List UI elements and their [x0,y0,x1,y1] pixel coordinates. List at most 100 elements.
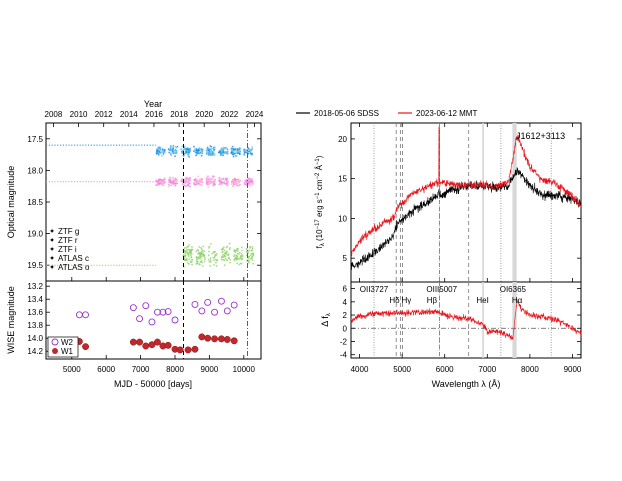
optical-point [221,148,223,151]
optical-point [196,180,199,183]
optical-point [195,154,198,157]
optical-point [161,182,164,185]
optical-point [234,254,236,256]
spectrum-frame [350,122,582,283]
optical-point [208,177,211,180]
optical-point [169,147,172,150]
optical-point [208,250,210,253]
optical-point [184,149,187,152]
emission-line-label: Hβ [427,296,438,305]
w1-point [142,342,150,350]
wavelength-tick-label: 6000 [436,365,454,374]
optical-point [228,248,231,251]
year-tick-label: 2024 [246,110,264,119]
optical-point [251,247,254,250]
optical-point [236,250,239,252]
legend-marker [51,338,59,346]
optical-point [198,147,201,150]
optical-point [206,149,209,152]
spectrum-xticks [359,123,573,282]
optical-point [223,254,226,256]
optical-point [207,254,210,257]
optical-point [251,177,254,180]
optical-point [202,245,205,248]
w1-point [148,341,156,349]
optical-point [187,248,190,251]
optical-point [163,177,166,180]
legend-label: W2 [61,338,74,347]
optical-point [221,152,224,155]
optical-point [201,265,204,267]
legend-marker: ✦ [49,264,55,272]
legend-label: 2023-06-12 MMT [416,109,477,118]
emission-line-label: OII3727 [360,285,389,294]
optical-point [221,255,224,258]
optical-point [236,248,239,250]
optical-point [228,242,231,245]
optical-point [229,247,232,249]
optical-point [226,259,229,261]
optical-point [207,147,210,150]
spectrum-ytick-label: 5 [343,254,348,263]
optical-point [184,147,187,150]
optical-point [240,246,243,249]
optical-point [252,262,255,265]
optical-point [251,256,253,259]
optical-point [185,258,188,260]
optical-point [156,149,159,152]
optical-point [213,264,216,266]
difference-lines [350,299,582,341]
optical-ytick-label: 18.0 [27,166,43,175]
year-tick-label: 2014 [120,110,138,119]
mjd-tick-label: 7000 [132,365,150,374]
telluric-band [482,123,484,282]
ylabel-part: −1 [315,158,321,166]
optical-point [172,177,174,179]
optical-point [197,175,200,178]
optical-point [186,180,189,183]
optical-point [162,153,165,156]
w2-point [217,297,225,305]
difference-ytick-label: -4 [340,351,348,360]
w2-point [211,308,219,316]
optical-point [208,180,211,182]
year-tick-label: 2010 [70,110,88,119]
w2-point [142,302,150,310]
optical-point [225,251,228,253]
optical-point [239,150,242,153]
optical-point [238,263,241,266]
optical-point [185,152,187,155]
optical-point [191,246,193,248]
optical-legend: ✦ ZTF g✦ ZTF r✦ ZTF i✦ ATLAS c✦ ATLAS o [49,227,90,272]
year-tick-label: 2008 [45,110,63,119]
optical-point [194,181,196,184]
optical-point [188,244,190,246]
emission-line-label: Hγ [401,296,411,305]
wise-yticks: 13.2 13.4 13.6 13.8 14.0 14.2 [27,282,50,356]
optical-point [235,182,238,185]
optical-point [170,179,173,182]
w2-point [164,308,172,315]
optical-point [187,255,190,257]
optical-point [239,147,242,150]
optical-point [188,258,191,261]
optical-point [189,150,192,153]
optical-point [159,149,161,152]
optical-point [251,246,254,248]
optical-point [198,255,201,257]
optical-point [172,183,175,186]
optical-point [189,254,192,257]
optical-point [207,175,209,178]
optical-point [201,184,204,187]
optical-point [195,263,198,265]
legend-label: ATLAS c [58,254,89,263]
w1-point [217,335,225,343]
wise-ylabel: WISE magnitude [6,286,16,354]
optical-point [231,179,234,182]
year-tick-label: 2012 [95,110,113,119]
spectrum-legend: 2018-05-06 SDSS 2023-06-12 MMT [296,109,477,118]
optical-point [191,248,194,251]
optical-point [216,259,219,262]
legend-marker: ✦ [49,246,55,254]
